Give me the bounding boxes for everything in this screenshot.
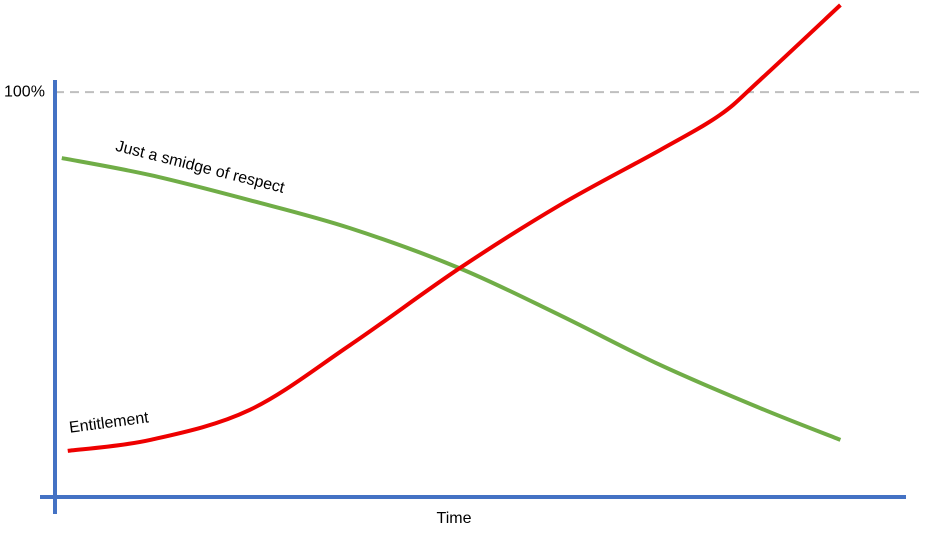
y-tick-label: 100%: [4, 83, 45, 100]
series-line: [67, 3, 842, 453]
x-axis-label: Time: [437, 510, 472, 527]
series-line: [61, 156, 842, 442]
series-label: Entitlement: [68, 409, 150, 436]
